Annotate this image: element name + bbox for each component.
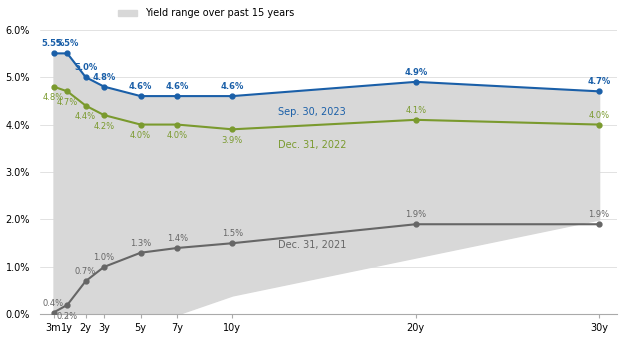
Text: 4.1%: 4.1% [405, 106, 426, 115]
Text: 5.5%: 5.5% [55, 39, 79, 48]
Text: 0.7%: 0.7% [75, 267, 96, 276]
Text: 1.5%: 1.5% [222, 229, 243, 238]
Text: 1.3%: 1.3% [130, 239, 151, 248]
Text: Sep. 30, 2023: Sep. 30, 2023 [278, 107, 346, 117]
Text: 4.0%: 4.0% [130, 132, 151, 140]
Text: 4.0%: 4.0% [167, 132, 188, 140]
Text: 4.6%: 4.6% [221, 82, 244, 91]
Text: 4.9%: 4.9% [404, 68, 427, 77]
Text: Dec. 31, 2021: Dec. 31, 2021 [278, 240, 346, 250]
Text: 4.0%: 4.0% [589, 111, 610, 120]
Text: Dec. 31, 2022: Dec. 31, 2022 [278, 140, 346, 150]
Text: 5.0%: 5.0% [74, 63, 97, 72]
Text: 1.0%: 1.0% [93, 253, 115, 262]
Text: 4.4%: 4.4% [75, 113, 96, 121]
Text: 5.5%: 5.5% [42, 39, 65, 48]
Text: 4.6%: 4.6% [166, 82, 189, 91]
Text: 1.9%: 1.9% [405, 210, 426, 219]
Text: 4.6%: 4.6% [129, 82, 153, 91]
Text: 1.4%: 1.4% [167, 234, 188, 243]
Text: 4.7%: 4.7% [587, 77, 611, 86]
Text: 4.7%: 4.7% [57, 98, 78, 107]
Text: 4.8%: 4.8% [92, 73, 116, 82]
Text: 3.9%: 3.9% [222, 136, 243, 145]
Legend: Yield range over past 15 years: Yield range over past 15 years [114, 5, 298, 22]
Text: 1.9%: 1.9% [589, 210, 610, 219]
Text: 4.2%: 4.2% [93, 122, 115, 131]
Text: 4.8%: 4.8% [43, 94, 64, 102]
Text: 0.4%: 0.4% [43, 299, 64, 307]
Text: 0.2%: 0.2% [57, 312, 78, 321]
